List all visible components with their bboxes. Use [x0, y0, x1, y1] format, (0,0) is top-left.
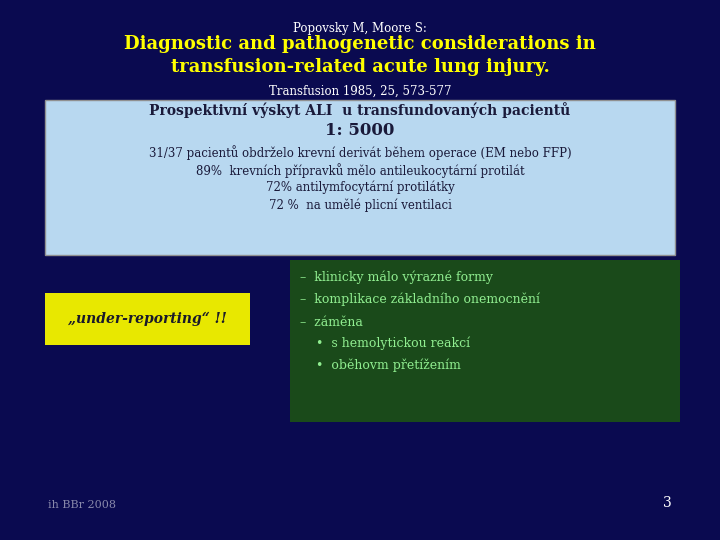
Text: Diagnostic and pathogenetic considerations in
transfusion-related acute lung inj: Diagnostic and pathogenetic consideratio…: [124, 35, 596, 76]
Text: –  záměna: – záměna: [300, 316, 363, 329]
FancyBboxPatch shape: [290, 260, 680, 422]
Text: 72 %  na umělé plicní ventilaci: 72 % na umělé plicní ventilaci: [269, 199, 451, 213]
Text: 72% antilymfocytární protilátky: 72% antilymfocytární protilátky: [266, 181, 454, 194]
Text: ih BBr 2008: ih BBr 2008: [48, 500, 116, 510]
Text: Prospektivní výskyt ALI  u transfundovaných pacientů: Prospektivní výskyt ALI u transfundovaný…: [149, 102, 571, 118]
Text: 89%  krevních přípravků mělo antileukocytární protilát: 89% krevních přípravků mělo antileukocyt…: [196, 163, 524, 178]
Text: •  oběhovm přetížením: • oběhovm přetížením: [300, 358, 461, 372]
Text: –  komplikace základního onemocnění: – komplikace základního onemocnění: [300, 293, 540, 307]
Text: 31/37 pacientů obdrželo krevní derivát během operace (EM nebo FFP): 31/37 pacientů obdrželo krevní derivát b…: [149, 145, 571, 160]
Text: •  s hemolytickou reakcí: • s hemolytickou reakcí: [300, 337, 470, 350]
Text: 3: 3: [663, 496, 672, 510]
FancyBboxPatch shape: [45, 100, 675, 255]
Text: 1: 5000: 1: 5000: [325, 122, 395, 139]
FancyBboxPatch shape: [45, 293, 250, 345]
Text: „under-reporting“ !!: „under-reporting“ !!: [68, 312, 227, 326]
Text: Transfusion 1985, 25, 573-577: Transfusion 1985, 25, 573-577: [269, 85, 451, 98]
Text: Popovsky M, Moore S:: Popovsky M, Moore S:: [293, 22, 427, 35]
Text: –  klinicky málo výrazné formy: – klinicky málo výrazné formy: [300, 270, 493, 284]
